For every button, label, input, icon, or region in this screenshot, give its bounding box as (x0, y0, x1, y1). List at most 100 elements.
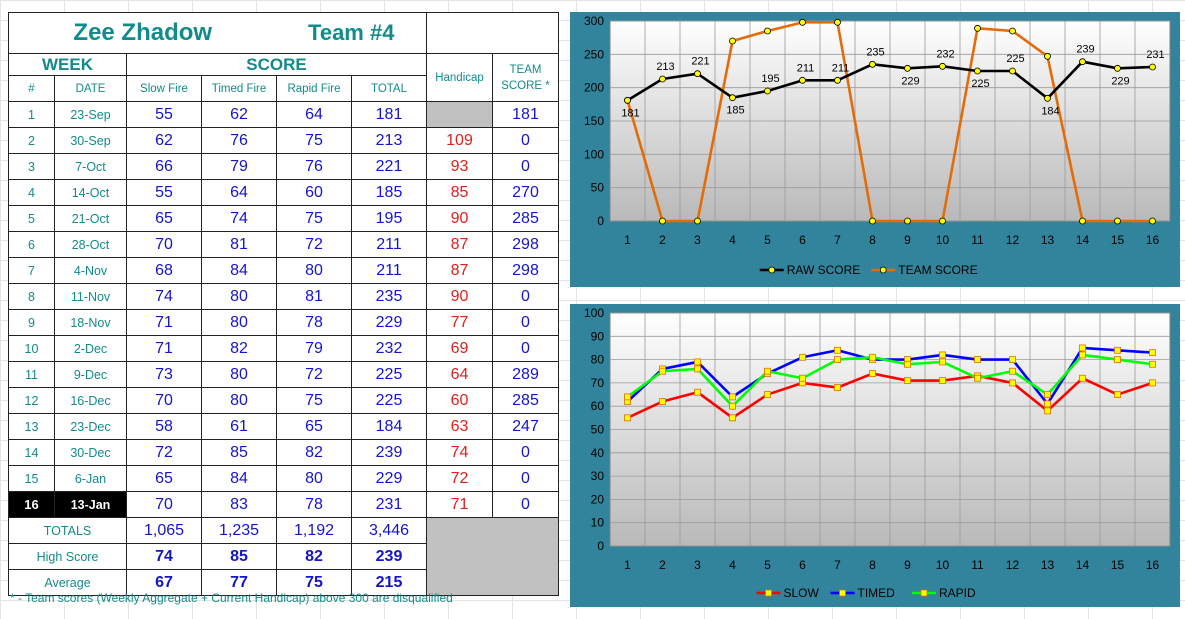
data-point (659, 75, 666, 83)
data-point (1114, 346, 1121, 354)
timed-score: 84 (201, 257, 277, 284)
team-score-header-line1: TEAM (509, 63, 542, 76)
slow-score: 71 (126, 335, 202, 362)
handicap-value (426, 101, 493, 128)
avg-total: 215 (351, 569, 427, 596)
week-number: 9 (8, 309, 55, 336)
x-tick-label: 8 (869, 233, 876, 247)
team-score: 289 (492, 361, 559, 388)
data-point (1044, 94, 1051, 102)
total-score: 239 (351, 439, 427, 466)
data-point (799, 353, 806, 361)
data-point (659, 367, 666, 375)
legend-label: RAW SCORE (787, 263, 861, 277)
data-label: 185 (726, 105, 744, 117)
data-point (1079, 351, 1086, 359)
slow-score: 71 (126, 309, 202, 336)
timed-column-header: Timed Fire (201, 75, 277, 102)
data-point (974, 24, 981, 32)
footnote: * - Team scores (Weekly Aggregate + Curr… (10, 591, 453, 605)
data-point (1009, 27, 1016, 35)
slow-score: 55 (126, 101, 202, 128)
x-tick-label: 4 (729, 233, 736, 247)
data-point (1149, 379, 1156, 387)
week-number: 4 (8, 179, 55, 206)
series-line (626, 353, 1153, 408)
data-point (694, 365, 701, 373)
week-number: 13 (8, 413, 55, 440)
rapid-score: 79 (276, 335, 352, 362)
y-tick-label: 0 (597, 214, 604, 228)
week-date: 21-Oct (54, 205, 127, 232)
rapid-score: 78 (276, 309, 352, 336)
timed-score: 74 (201, 205, 277, 232)
data-point (1044, 391, 1051, 398)
timed-score: 61 (201, 413, 277, 440)
rapid-score: 82 (276, 439, 352, 466)
week-date: 6-Jan (54, 465, 127, 492)
y-tick-label: 150 (584, 114, 604, 128)
team-score: 298 (492, 231, 559, 258)
data-point (1149, 349, 1156, 357)
data-point (1149, 217, 1156, 225)
week-number: 10 (8, 335, 55, 362)
data-point (834, 18, 841, 26)
y-tick-label: 80 (591, 353, 605, 367)
data-point (729, 414, 736, 422)
x-tick-label: 6 (799, 558, 806, 572)
timed-score: 64 (201, 179, 277, 206)
data-label: 184 (1041, 105, 1059, 117)
data-point (939, 377, 946, 384)
data-point (624, 96, 631, 104)
team-score: 0 (492, 153, 559, 180)
x-tick-label: 11 (971, 233, 984, 247)
x-tick-label: 11 (971, 558, 984, 572)
slow-score: 66 (126, 153, 202, 180)
week-number: 1 (8, 101, 55, 128)
handicap-value: 71 (426, 491, 493, 518)
handicap-value: 77 (426, 309, 493, 336)
x-tick-label: 4 (729, 558, 736, 572)
total-score: 232 (351, 335, 427, 362)
legend-marker (765, 589, 772, 597)
data-label: 235 (866, 46, 884, 58)
data-point (1044, 52, 1051, 60)
timed-score: 80 (201, 283, 277, 310)
data-point (1114, 64, 1121, 72)
legend-label: RAPID (939, 586, 976, 600)
x-tick-label: 13 (1041, 233, 1055, 247)
data-point (764, 27, 771, 35)
data-point (1009, 379, 1016, 387)
data-point (799, 374, 806, 382)
avg-timed: 77 (201, 569, 277, 596)
total-score: 231 (351, 491, 427, 518)
data-point (764, 391, 771, 398)
data-point (869, 217, 876, 225)
data-point (869, 353, 876, 361)
legend-marker (768, 266, 776, 274)
y-tick-label: 300 (584, 14, 604, 28)
team-score: 0 (492, 283, 559, 310)
x-tick-label: 2 (659, 233, 666, 247)
week-number: 15 (8, 465, 55, 492)
data-point (729, 94, 736, 102)
score-header: SCORE (126, 53, 427, 76)
team-score: 285 (492, 205, 559, 232)
summary-gray-cell (426, 517, 559, 596)
x-tick-label: 1 (624, 558, 631, 572)
week-date: 23-Sep (54, 101, 127, 128)
score-table: Zee Zhadow Team #4 WEEK SCORE Handicap T… (8, 12, 559, 596)
total-score: 195 (351, 205, 427, 232)
x-tick-label: 12 (1006, 233, 1020, 247)
avg-rapid: 75 (276, 569, 352, 596)
data-point (939, 351, 946, 359)
handicap-value: 93 (426, 153, 493, 180)
table-row: 8 11-Nov 74 80 81 235 90 0 (8, 283, 559, 310)
handicap-value: 60 (426, 387, 493, 414)
handicap-value: 85 (426, 179, 493, 206)
data-label: 229 (901, 75, 919, 87)
data-point (834, 346, 841, 354)
data-label: 195 (761, 73, 779, 85)
totals-timed: 1,235 (201, 517, 277, 544)
rapid-score: 80 (276, 465, 352, 492)
